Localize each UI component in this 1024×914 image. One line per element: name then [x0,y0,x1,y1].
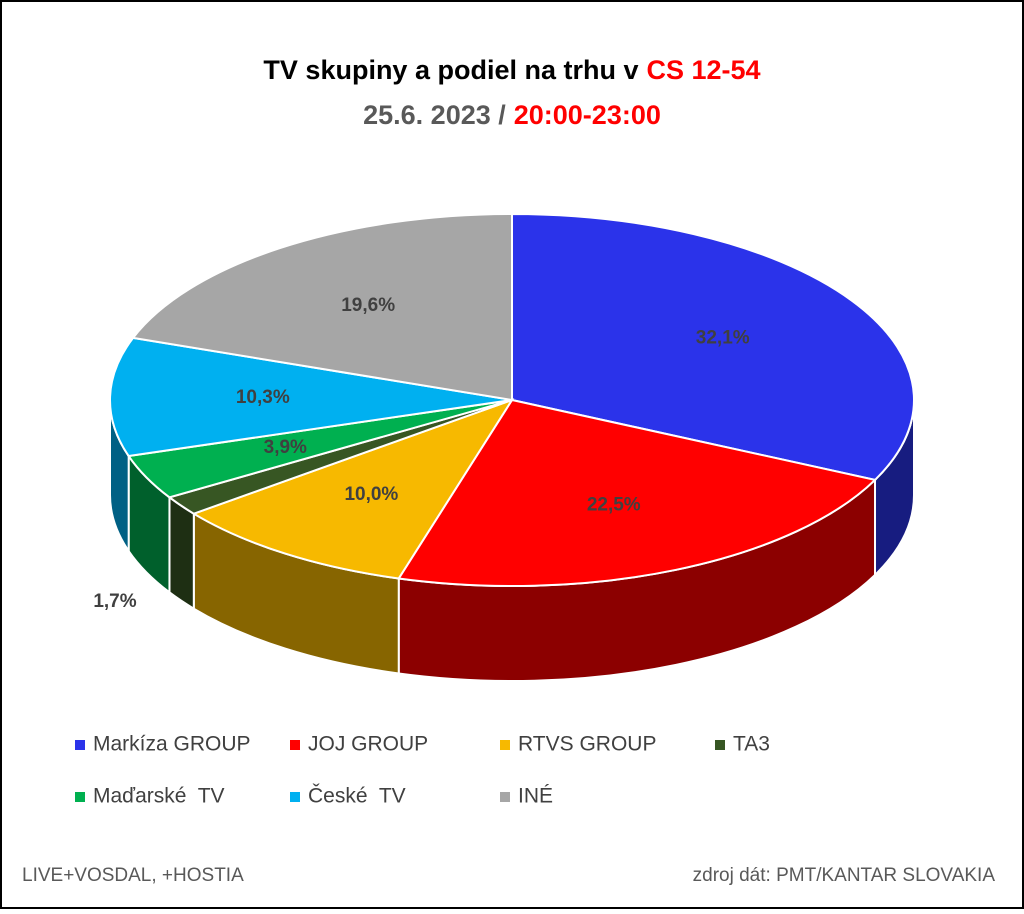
legend-swatch [75,792,85,802]
legend-label: Markíza GROUP [93,733,251,756]
value-label: 19,6% [341,295,395,316]
subtitle-highlight: 20:00-23:00 [514,100,661,130]
value-label: 3,9% [264,437,307,458]
legend: Markíza GROUP JOJ GROUP RTVS GROUP TA3 Maďar… [75,733,770,808]
chart-title: TV skupiny a podiel na trhu v CS 12-54 [263,55,760,85]
chart-subtitle: 25.6. 2023 / 20:00-23:00 [363,100,661,130]
legend-swatch [715,740,725,750]
footnote: LIVE+VOSDAL, +HOSTIA [22,865,244,886]
legend-label: INÉ [518,785,553,808]
legend-label: JOJ GROUP [308,733,428,756]
value-label: 22,5% [587,494,641,515]
value-label: 32,1% [696,327,750,348]
legend-swatch [75,740,85,750]
legend-label: Maďarské TV [93,785,225,808]
legend-swatch [500,740,510,750]
subtitle-part: 25.6. 2023 / [363,100,506,130]
value-labels: 32,1% 22,5% 10,0% 1,7% 3,9% 10,3% 19,6% [93,295,749,612]
legend-label: České TV [308,785,406,808]
source-note: zdroj dát: PMT/KANTAR SLOVAKIA [693,865,996,886]
legend-swatch [290,792,300,802]
legend-label: TA3 [733,733,770,756]
value-label: 1,7% [93,591,136,612]
slice [191,398,515,580]
value-label: 10,3% [236,387,290,408]
slice-side [168,495,195,611]
legend-label: RTVS GROUP [518,733,656,756]
pie-tops [109,212,915,587]
value-label: 10,0% [344,484,398,505]
slice [397,398,878,587]
slice [131,212,513,402]
legend-swatch [500,792,510,802]
slice [109,336,513,458]
title-highlight: CS 12-54 [646,55,760,85]
legend-swatch [290,740,300,750]
title-part: TV skupiny a podiel na trhu v [263,55,638,85]
slice [511,212,915,482]
